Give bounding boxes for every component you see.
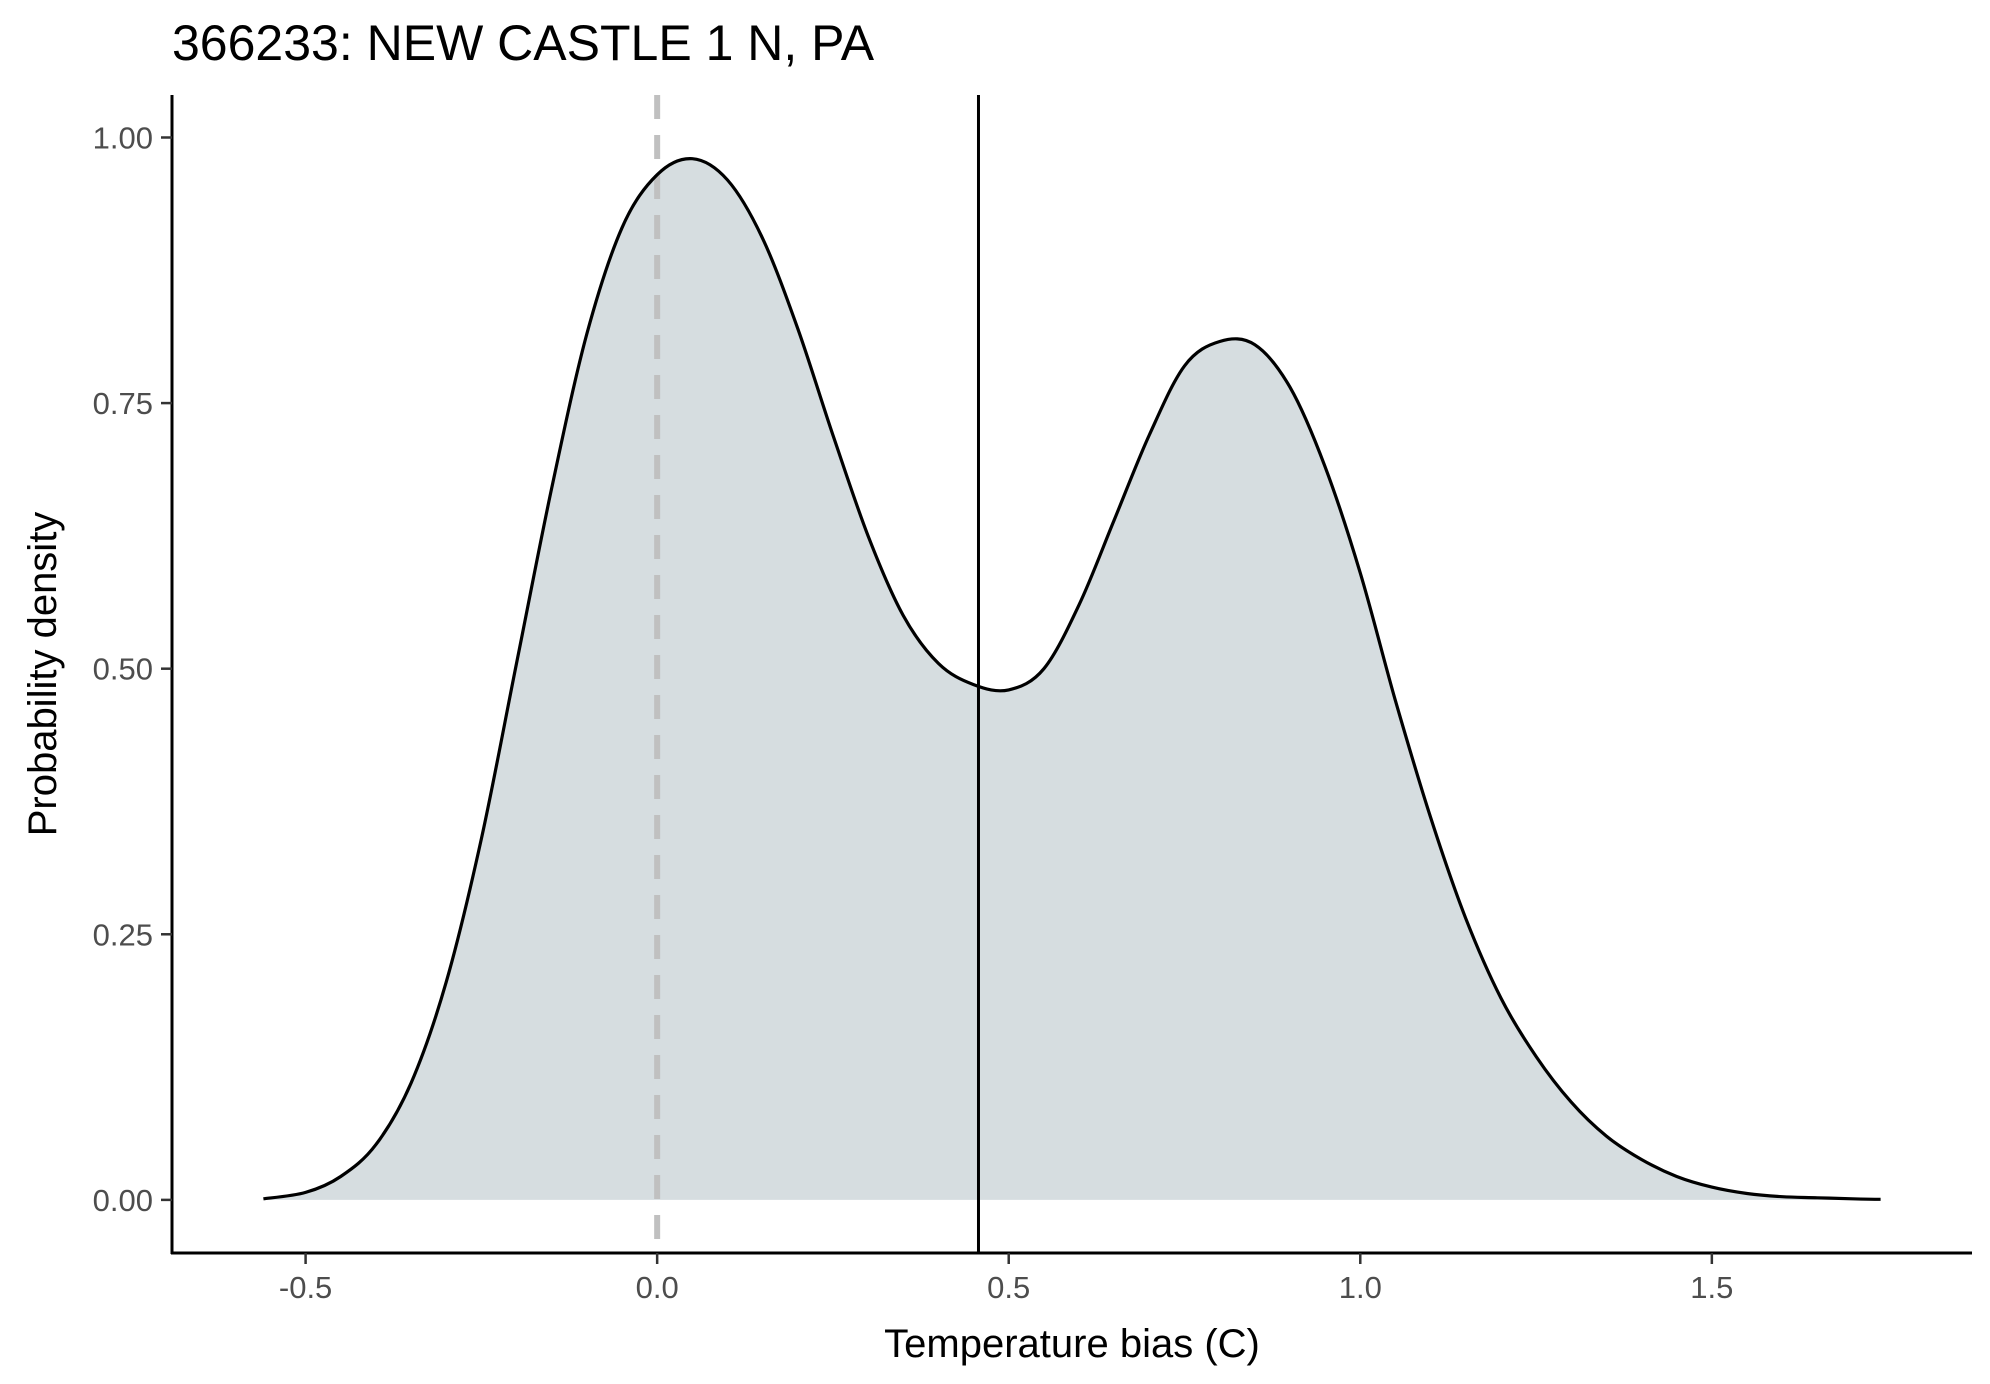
y-tick-label: 1.00 — [93, 120, 153, 155]
axes: -0.5 0.0 0.5 1.0 1.5 0.00 0.25 0.50 0.75 1.00 — [93, 95, 1972, 1305]
x-tick-label: 0.0 — [636, 1270, 679, 1305]
y-axis-title: Probability density — [21, 512, 65, 837]
x-axis-title: Temperature bias (C) — [884, 1322, 1260, 1366]
x-tick-label: -0.5 — [279, 1270, 332, 1305]
x-tick-label: 1.0 — [1339, 1270, 1382, 1305]
chart-title: 366233: NEW CASTLE 1 N, PA — [172, 15, 875, 71]
x-tick-label: 1.5 — [1690, 1270, 1733, 1305]
plot-area — [263, 95, 1881, 1253]
y-tick-label: 0.50 — [93, 652, 153, 687]
y-tick-label: 0.25 — [93, 917, 153, 952]
x-tick-label: 0.5 — [987, 1270, 1030, 1305]
density-curve — [263, 157, 1881, 1201]
density-area — [263, 158, 1881, 1200]
y-tick-label: 0.00 — [93, 1183, 153, 1218]
y-tick-label: 0.75 — [93, 386, 153, 421]
